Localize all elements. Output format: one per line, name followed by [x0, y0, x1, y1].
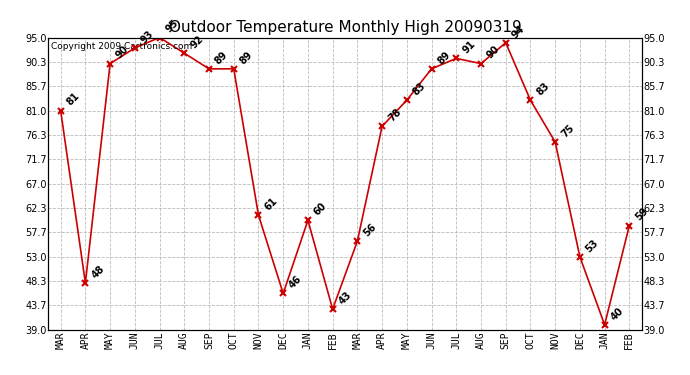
- Text: 60: 60: [312, 201, 328, 217]
- Text: 90: 90: [485, 44, 502, 61]
- Text: 48: 48: [90, 264, 106, 280]
- Text: 89: 89: [238, 50, 255, 66]
- Text: 91: 91: [460, 39, 477, 56]
- Text: 40: 40: [609, 305, 625, 322]
- Text: 92: 92: [188, 34, 205, 50]
- Text: 81: 81: [65, 91, 81, 108]
- Text: 61: 61: [263, 196, 279, 212]
- Text: 53: 53: [584, 237, 601, 254]
- Text: 56: 56: [362, 222, 378, 238]
- Title: Outdoor Temperature Monthly High 20090319: Outdoor Temperature Monthly High 2009031…: [168, 20, 522, 35]
- Text: 89: 89: [435, 50, 453, 66]
- Text: 95: 95: [164, 18, 180, 35]
- Text: 89: 89: [213, 50, 230, 66]
- Text: 46: 46: [287, 274, 304, 291]
- Text: 78: 78: [386, 107, 403, 123]
- Text: 59: 59: [633, 206, 650, 223]
- Text: 93: 93: [139, 28, 156, 45]
- Text: 83: 83: [411, 81, 428, 98]
- Text: 75: 75: [560, 123, 576, 139]
- Text: 90: 90: [115, 44, 131, 61]
- Text: 83: 83: [535, 81, 551, 98]
- Text: Copyright 2009 Cartronics.com: Copyright 2009 Cartronics.com: [51, 42, 193, 51]
- Text: 94: 94: [510, 23, 526, 40]
- Text: 43: 43: [337, 290, 353, 306]
